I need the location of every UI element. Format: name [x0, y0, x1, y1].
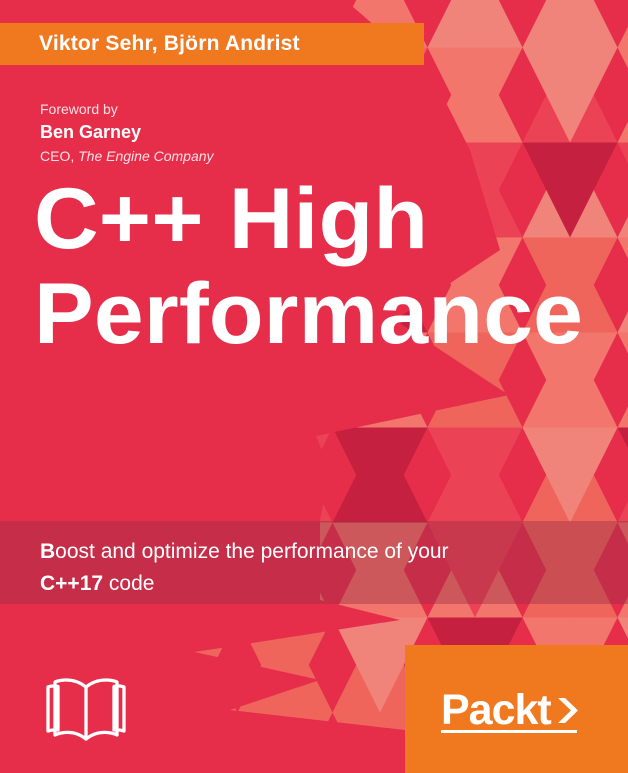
svg-text:Packt: Packt [441, 686, 551, 734]
